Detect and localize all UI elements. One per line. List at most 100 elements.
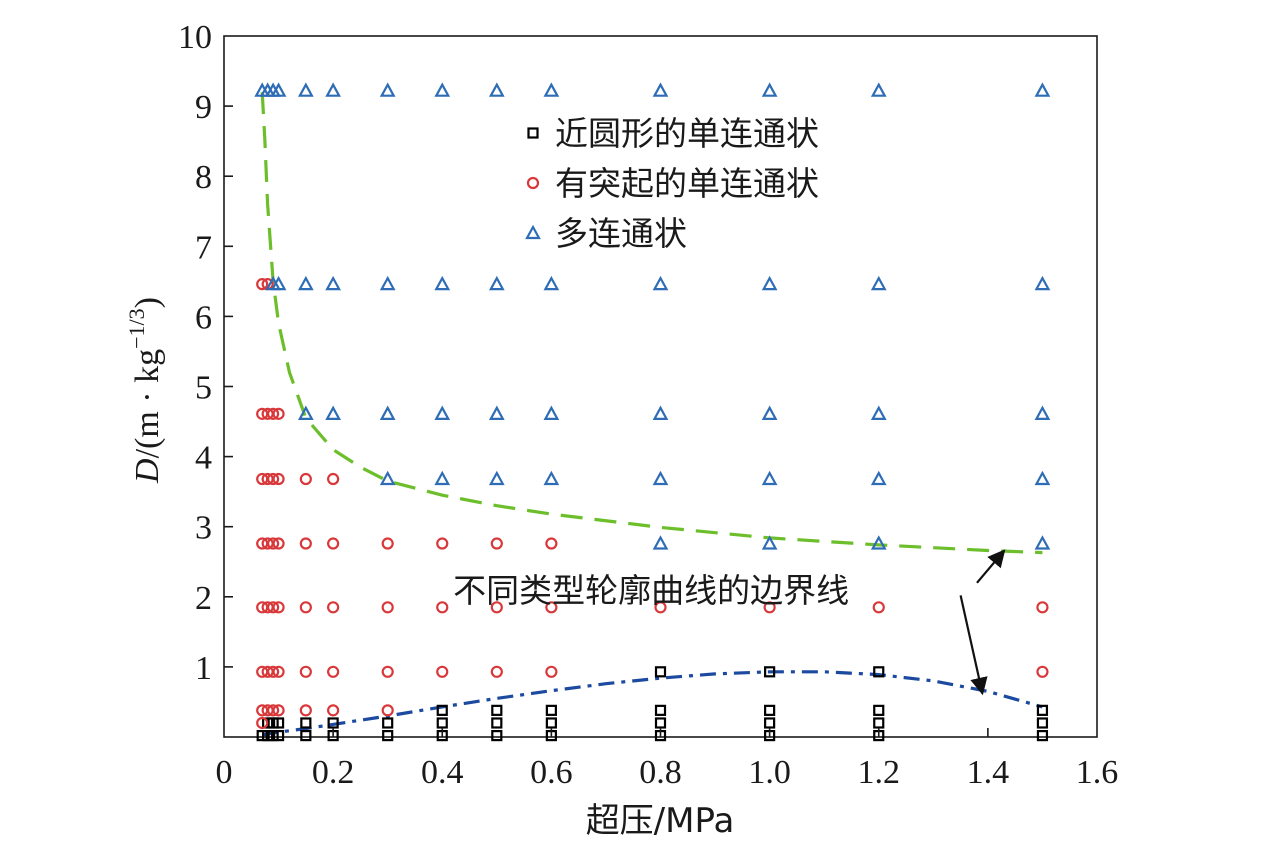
triangle-point bbox=[379, 275, 396, 291]
square-point bbox=[764, 704, 776, 716]
y-tick-label: 4 bbox=[195, 440, 212, 477]
circle-point bbox=[327, 472, 340, 486]
triangle-point bbox=[488, 82, 505, 97]
circle-point bbox=[256, 716, 269, 730]
x-tick-label: 1.2 bbox=[858, 754, 901, 791]
y-axis-suffix: ) bbox=[129, 297, 166, 308]
square-point bbox=[654, 666, 667, 678]
boundary-lines bbox=[260, 92, 1043, 737]
circle-point bbox=[436, 601, 449, 614]
circle-point bbox=[545, 537, 558, 550]
circle-point bbox=[1036, 665, 1049, 678]
circle-point bbox=[267, 537, 280, 550]
square-point bbox=[1036, 729, 1049, 742]
triangle-point bbox=[325, 275, 341, 291]
triangle-point bbox=[652, 82, 669, 97]
square-point bbox=[382, 717, 394, 729]
circle-point bbox=[299, 665, 312, 678]
circle-point bbox=[327, 537, 340, 550]
triangle-point bbox=[543, 470, 560, 486]
y-tick-label: 5 bbox=[195, 370, 212, 407]
triangle-point bbox=[761, 535, 778, 550]
circle-point bbox=[267, 472, 280, 486]
triangle-point bbox=[761, 82, 778, 97]
square-point bbox=[272, 717, 285, 729]
x-tick-label: 1.4 bbox=[967, 754, 1010, 791]
circle-point bbox=[872, 601, 885, 614]
circle-point bbox=[327, 704, 340, 717]
legend-marker-triangle bbox=[525, 224, 541, 240]
triangle-point bbox=[870, 275, 887, 291]
square-point bbox=[300, 729, 312, 742]
circle-point bbox=[256, 278, 269, 291]
legend-label: 近圆形的单连通状 bbox=[555, 114, 819, 153]
triangle-point bbox=[270, 82, 287, 97]
circle-point bbox=[299, 704, 312, 717]
circle-point bbox=[267, 407, 280, 420]
series-square bbox=[256, 666, 1049, 742]
square-point bbox=[545, 717, 557, 729]
triangle-point bbox=[652, 405, 669, 420]
y-tick-label: 9 bbox=[195, 89, 212, 126]
triangle-point bbox=[297, 82, 314, 97]
square-point bbox=[654, 704, 667, 716]
square-point bbox=[764, 666, 776, 678]
triangle-point bbox=[434, 275, 451, 291]
triangle-point bbox=[761, 470, 778, 486]
circle-point bbox=[267, 704, 280, 717]
square-point bbox=[436, 704, 448, 716]
triangle-point bbox=[652, 535, 669, 550]
square-point bbox=[491, 717, 503, 729]
legend-label: 有突起的单连通状 bbox=[555, 164, 819, 203]
circle-point bbox=[381, 704, 394, 717]
square-point bbox=[491, 729, 503, 742]
triangle-point bbox=[270, 275, 287, 291]
y-tick-label: 8 bbox=[195, 159, 212, 196]
annotation-arrow bbox=[959, 595, 988, 696]
triangle-point bbox=[325, 405, 341, 420]
square-point bbox=[300, 717, 312, 729]
triangle-point bbox=[870, 535, 887, 550]
triangle-point bbox=[870, 405, 887, 420]
circle-point bbox=[436, 665, 449, 678]
triangle-point bbox=[761, 405, 778, 420]
square-point bbox=[873, 666, 885, 678]
annotation-arrow bbox=[976, 549, 1006, 584]
y-tick-label: 6 bbox=[195, 299, 212, 336]
annotation-label: 不同类型轮廓曲线的边界线 bbox=[453, 571, 849, 610]
circle-point bbox=[272, 537, 285, 550]
square-point bbox=[272, 729, 285, 742]
circle-point bbox=[267, 601, 280, 614]
square-point bbox=[436, 717, 448, 729]
triangle-point bbox=[1034, 82, 1051, 97]
x-axis-title: 超压/MPa bbox=[586, 801, 735, 841]
x-tick-label: 0.2 bbox=[312, 754, 355, 791]
circle-point bbox=[267, 665, 280, 678]
circle-point bbox=[327, 665, 340, 678]
square-point bbox=[873, 704, 885, 716]
triangle-point bbox=[379, 405, 396, 420]
circle-point bbox=[545, 665, 558, 678]
circle-point bbox=[381, 665, 394, 678]
triangle-point bbox=[325, 82, 341, 97]
triangle-point bbox=[488, 275, 505, 291]
triangle-point bbox=[488, 470, 505, 486]
circle-point bbox=[299, 537, 312, 550]
x-tick-label: 1.0 bbox=[748, 754, 791, 791]
y-axis-symbol: D bbox=[129, 458, 166, 484]
circle-point bbox=[272, 472, 285, 486]
triangle-point bbox=[379, 82, 396, 97]
y-tick-label: 10 bbox=[178, 19, 212, 56]
axis-ticks: 0 0.2 0.4 0.6 0.8 1.0 1.2 1.4 1.6 1 2 3 4 5 6 7 8 9 10 bbox=[178, 19, 1118, 791]
circle-point bbox=[654, 601, 667, 614]
circle-point bbox=[436, 537, 449, 550]
triangle-point bbox=[379, 470, 396, 486]
y-tick-label: 2 bbox=[195, 580, 212, 617]
circle-point bbox=[490, 601, 503, 614]
square-point bbox=[1036, 717, 1049, 729]
triangle-point bbox=[297, 405, 314, 420]
circle-point bbox=[272, 601, 285, 614]
circle-point bbox=[272, 704, 285, 717]
